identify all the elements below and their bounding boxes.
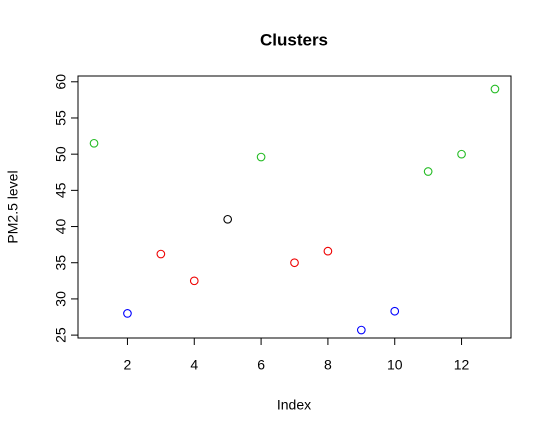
x-tick-label: 6: [257, 357, 265, 373]
point: [356, 325, 366, 335]
point: [89, 138, 99, 148]
y-tick-label: 40: [53, 219, 69, 235]
point: [123, 309, 132, 318]
point: [156, 249, 166, 259]
point: [323, 246, 333, 256]
x-tick-label: 8: [324, 357, 332, 373]
point: [390, 306, 400, 316]
point: [423, 167, 433, 176]
point: [490, 84, 500, 94]
x-tick-label: 10: [387, 357, 403, 373]
point: [189, 276, 199, 286]
y-tick-label: 50: [53, 146, 69, 162]
y-tick-label: 25: [53, 327, 69, 343]
point: [223, 214, 233, 224]
y-tick-label: 55: [53, 110, 69, 126]
x-axis-label: Index: [277, 397, 311, 413]
point: [457, 149, 466, 159]
x-tick-label: 2: [124, 357, 132, 373]
y-tick-label: 35: [53, 255, 69, 271]
point: [256, 152, 266, 162]
x-tick-label: 4: [190, 357, 198, 373]
chart-title: Clusters: [260, 30, 328, 49]
point: [290, 258, 299, 268]
x-tick-label: 12: [454, 357, 470, 373]
y-tick-label: 30: [53, 291, 69, 307]
y-tick-label: 60: [53, 74, 69, 90]
plot-frame: [77, 75, 512, 339]
y-axis-label: PM2.5 level: [5, 170, 21, 243]
y-tick-label: 45: [53, 182, 69, 198]
